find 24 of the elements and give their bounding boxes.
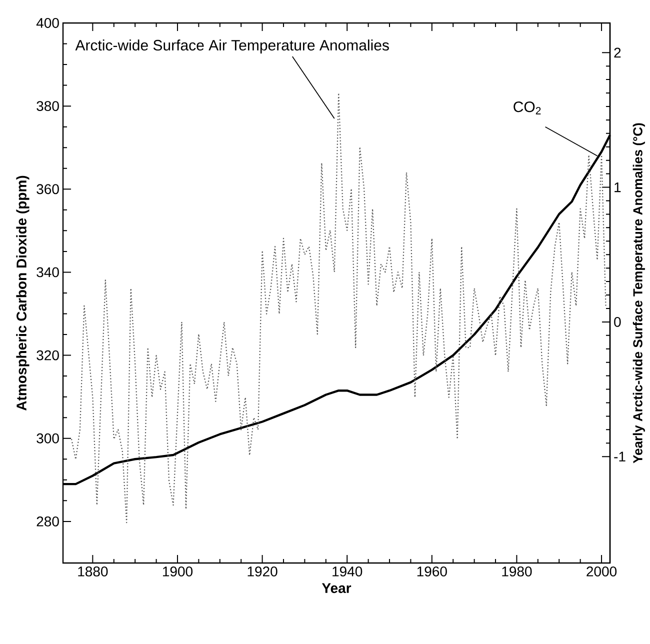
x-tick-label: 1880	[78, 566, 108, 576]
y-axis-title: Atmospheric Carbon Dioxide (ppm)	[16, 176, 30, 410]
x-tick-label: 1920	[248, 566, 278, 576]
annotation: CO$_{2}$	[514, 101, 541, 114]
y-tick-label: 360	[36, 184, 59, 194]
x-tick-label: 1960	[417, 566, 447, 576]
x-tick-label: 2000	[586, 566, 617, 576]
y-tick-label: 400	[36, 18, 59, 28]
y2-axis-title: Yearly Arctic-wide Surface Temperature Anomalies (°C)	[632, 123, 645, 464]
x-axis-title: Year	[322, 583, 352, 594]
x-tick-label: 1900	[162, 566, 193, 576]
y-tick-label: 320	[36, 350, 59, 360]
x-tick-label: 1940	[332, 566, 362, 576]
y-tick-label: 300	[36, 433, 59, 444]
y2-tick-label: 2	[614, 48, 621, 58]
y-tick-label: 340	[36, 267, 59, 278]
line-series	[70, 92, 606, 524]
annotation: Arctic-wide Surface Air Temperature Anomalies	[75, 40, 389, 54]
y2-tick-label: 1	[614, 182, 621, 192]
y-tick-label: 380	[36, 101, 59, 112]
y2-tick-label: 0	[614, 316, 621, 327]
x-tick-label: 1980	[502, 566, 532, 576]
y-tick-label: 280	[36, 516, 59, 526]
y2-tick-label: -1	[614, 452, 626, 462]
